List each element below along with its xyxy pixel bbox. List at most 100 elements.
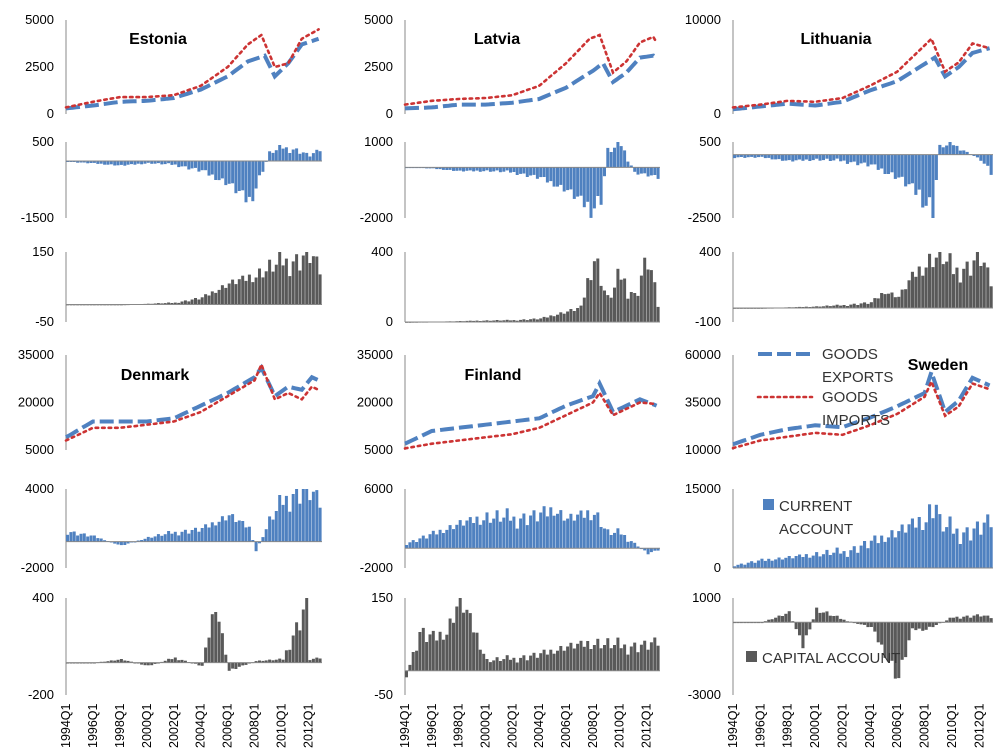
- x-tick-label: 2006Q1: [890, 703, 904, 748]
- bar: [890, 292, 894, 308]
- bar: [452, 167, 455, 171]
- bar: [438, 529, 442, 549]
- bar: [893, 537, 897, 568]
- bar: [224, 287, 228, 305]
- panel-lithuania-trade: 10000 0 Lithuania: [685, 12, 991, 121]
- bar: [780, 616, 784, 623]
- legend-exports-label: EXPORTS: [822, 369, 893, 386]
- bar: [982, 615, 986, 623]
- bar: [210, 161, 214, 175]
- bar: [264, 271, 268, 305]
- bar: [859, 545, 863, 568]
- bar: [251, 540, 255, 542]
- bar: [559, 510, 563, 549]
- y-tick-label: 4000: [25, 481, 54, 496]
- panel-denmark-trade: 35000 20000 5000 Denmark: [18, 347, 320, 457]
- bar: [603, 167, 606, 177]
- bar: [482, 653, 486, 671]
- bar: [116, 541, 120, 545]
- bar: [636, 652, 640, 671]
- bar: [880, 293, 884, 308]
- bar: [934, 504, 938, 568]
- bar: [592, 261, 596, 322]
- bar: [917, 266, 921, 308]
- bar: [92, 161, 96, 163]
- bar: [305, 152, 309, 161]
- bar: [566, 646, 570, 671]
- bar: [535, 657, 539, 671]
- bar: [842, 619, 846, 623]
- bar: [616, 142, 620, 168]
- bar: [173, 302, 177, 305]
- bar: [579, 510, 583, 549]
- bar: [852, 154, 856, 162]
- bar: [210, 291, 214, 305]
- bar: [173, 531, 177, 542]
- bar: [876, 298, 880, 308]
- bar: [616, 268, 620, 322]
- legend-exports-label: GOODS: [822, 346, 878, 363]
- bar: [897, 622, 901, 679]
- bar: [210, 522, 214, 542]
- y-tick-label: 20000: [357, 395, 393, 410]
- bar: [522, 167, 526, 174]
- bar: [958, 544, 962, 568]
- bar: [278, 145, 282, 161]
- bar: [636, 167, 640, 175]
- exports-line: [404, 379, 658, 446]
- bar: [194, 298, 197, 305]
- bar: [455, 606, 459, 671]
- panel-title: Finland: [465, 367, 522, 384]
- bar: [465, 520, 469, 549]
- bar: [435, 534, 439, 549]
- bar: [562, 520, 566, 549]
- bar: [227, 283, 231, 305]
- bar: [876, 622, 880, 643]
- bar: [113, 660, 117, 663]
- y-tick-label: 400: [371, 244, 393, 259]
- bar: [893, 297, 897, 308]
- bar: [948, 253, 952, 308]
- bar: [106, 161, 110, 165]
- bar: [653, 548, 657, 551]
- y-tick-label: 2500: [364, 59, 393, 74]
- bar: [965, 527, 969, 568]
- bar: [828, 555, 832, 568]
- bar: [173, 657, 177, 663]
- x-tick-label: 1994Q1: [59, 703, 73, 748]
- bar: [288, 276, 292, 305]
- bar: [589, 649, 593, 671]
- bar: [482, 520, 486, 549]
- bar: [475, 320, 479, 322]
- bar: [194, 662, 197, 664]
- bar: [177, 302, 181, 305]
- bar: [315, 256, 319, 305]
- bar: [109, 660, 113, 663]
- bar: [119, 659, 123, 663]
- bar: [408, 664, 412, 671]
- bar: [649, 270, 653, 322]
- x-tick-label: 1998Q1: [452, 703, 466, 748]
- y-tick-label: -3000: [688, 687, 721, 702]
- bar: [183, 161, 187, 167]
- x-tick-label: 2004Q1: [863, 703, 877, 748]
- bar: [170, 161, 174, 165]
- bar: [311, 256, 315, 305]
- bar: [928, 622, 932, 627]
- bar: [904, 532, 908, 568]
- bar: [924, 154, 928, 206]
- bar: [859, 154, 863, 164]
- bar: [116, 659, 120, 663]
- bar: [445, 634, 449, 671]
- bar: [288, 649, 292, 663]
- bar: [866, 548, 870, 568]
- bar: [519, 167, 523, 174]
- bar: [955, 616, 959, 623]
- bar: [979, 616, 983, 623]
- bar: [468, 517, 472, 549]
- panel-title: Sweden: [908, 357, 968, 374]
- bar: [835, 615, 839, 623]
- x-tick-label: 2006Q1: [221, 703, 235, 748]
- bar: [849, 550, 853, 568]
